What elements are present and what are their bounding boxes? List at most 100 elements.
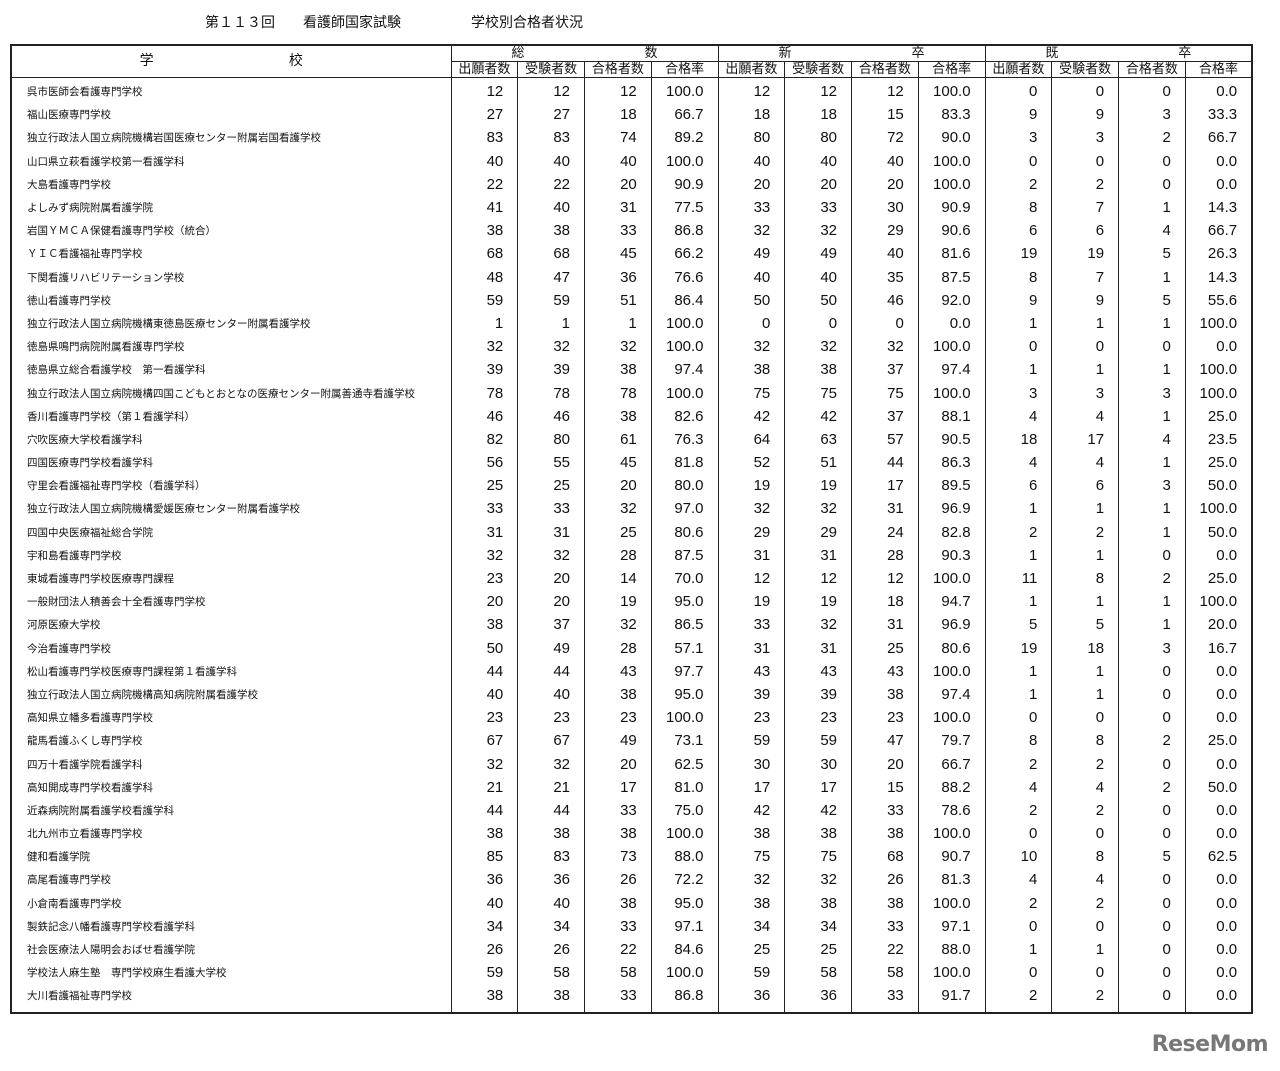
cell-pass-rate: 66.2 [650,242,719,266]
table-row: 山口県立萩看護学校第一看護学科 40 40 40 100.0 40 40 40 100.0 0 0 0… [10,149,1253,173]
cell-applicants: 75 [717,845,786,869]
cell-examinees: 6 [1051,474,1120,498]
cell-applicants: 12 [717,77,786,104]
school-name: 呉市医師会看護専門学校 [10,77,452,104]
cell-applicants: 85 [450,845,519,869]
cell-pass-rate: 100.0 [1184,497,1253,521]
cell-pass-rate: 90.6 [917,219,986,243]
cell-pass-rate: 97.1 [917,914,986,938]
school-name: 徳島県立総合看護学校 第一看護学科 [10,358,452,382]
cell-applicants: 32 [450,335,519,359]
group-label: 新 [778,46,792,61]
table-row: 北九州市立看護専門学校 38 38 38 100.0 38 38 38 100.0 0 0 0 0.0 [10,822,1253,846]
cell-passers: 74 [584,126,652,150]
cell-examinees: 58 [784,961,853,985]
cell-applicants: 32 [717,868,786,892]
cell-applicants: 0 [984,335,1053,359]
cell-passers: 3 [1118,103,1186,127]
cell-applicants: 19 [984,636,1053,660]
cell-pass-rate: 95.0 [650,682,719,707]
cell-applicants: 4 [984,775,1053,799]
table-row: 呉市医師会看護専門学校 12 12 12 100.0 12 12 12 100.0 0 0 0 0.0 [10,77,1253,104]
cell-pass-rate: 100.0 [1184,311,1253,336]
cell-applicants: 4 [984,868,1053,892]
cell-pass-rate: 0.0 [1184,868,1253,892]
cell-examinees: 50 [784,288,853,312]
cell-passers: 37 [851,404,919,428]
cell-passers: 17 [851,474,919,498]
cell-passers: 22 [851,937,919,962]
cell-passers: 23 [584,706,652,730]
school-name: 大川看護福祉専門学校 [10,984,452,1013]
cell-passers: 1 [1118,195,1186,220]
cell-passers: 12 [584,77,652,104]
cell-pass-rate: 0.0 [1184,77,1253,104]
cell-passers: 40 [584,149,652,173]
cell-applicants: 68 [450,242,519,266]
cell-applicants: 0 [717,311,786,336]
cell-applicants: 2 [984,891,1053,915]
cell-examinees: 40 [517,149,585,173]
cell-passers: 0 [1118,798,1186,822]
cell-pass-rate: 100.0 [917,891,986,915]
cell-passers: 38 [584,358,652,382]
cell-applicants: 56 [450,451,519,475]
cell-passers: 1 [1118,265,1186,289]
cell-applicants: 78 [450,381,519,405]
cell-examinees: 18 [1051,636,1120,660]
table-row: 独立行政法人国立病院機構高知病院附属看護学校 40 40 38 95.0 39 39 38 97… [10,682,1253,707]
cell-examinees: 12 [784,77,853,104]
cell-applicants: 67 [450,729,519,753]
cell-examinees: 46 [517,404,585,428]
cell-passers: 14 [584,566,652,591]
group-label: 数 [644,46,658,61]
cell-pass-rate: 91.7 [917,984,986,1013]
cell-examinees: 42 [784,404,853,428]
cell-examinees: 34 [784,914,853,938]
cell-applicants: 31 [717,543,786,567]
cell-passers: 18 [851,590,919,614]
cell-applicants: 36 [717,984,786,1013]
school-name: 独立行政法人国立病院機構四国こどもとおとなの医療センター附属善通寺看護学校 [10,381,452,405]
cell-examinees: 83 [517,845,585,869]
table-row: 独立行政法人国立病院機構四国こどもとおとなの医療センター附属善通寺看護学校 78 7… [10,381,1253,405]
school-name: 小倉南看護専門学校 [10,891,452,915]
cell-applicants: 8 [984,265,1053,289]
cell-applicants: 27 [450,103,519,127]
cell-passers: 0 [1118,77,1186,104]
cell-examinees: 2 [1051,752,1120,776]
cell-pass-rate: 0.0 [1184,752,1253,776]
cell-passers: 73 [584,845,652,869]
exam-name: 看護師国家試験 [303,15,401,31]
table-row: 製鉄記念八幡看護専門学校看護学科 34 34 33 97.1 34 34 33 97.1 0 0 0 0… [10,914,1253,938]
cell-pass-rate: 96.9 [917,497,986,521]
cell-passers: 40 [851,242,919,266]
cell-pass-rate: 80.6 [917,636,986,660]
cell-pass-rate: 92.0 [917,288,986,312]
cell-examinees: 9 [1051,103,1120,127]
cell-examinees: 5 [1051,613,1120,637]
cell-pass-rate: 70.0 [650,566,719,591]
cell-passers: 38 [851,891,919,915]
cell-applicants: 40 [450,682,519,707]
column-header-pass-rate: 合格率 [1184,61,1253,78]
table-row: ＹＩＣ看護福祉専門学校 68 68 45 66.2 49 49 40 81.6 19 19 5 26.3 [10,242,1253,266]
table-row: 小倉南看護専門学校 40 40 38 95.0 38 38 38 100.0 2 2 0 0.0 [10,891,1253,915]
cell-pass-rate: 100.0 [650,822,719,846]
cell-passers: 33 [584,984,652,1013]
cell-passers: 30 [851,195,919,220]
school-name: 今治看護専門学校 [10,636,452,660]
cell-passers: 68 [851,845,919,869]
cell-pass-rate: 100.0 [650,706,719,730]
cell-examinees: 37 [517,613,585,637]
cell-applicants: 18 [717,103,786,127]
cell-applicants: 25 [450,474,519,498]
group-label: 卒 [1178,46,1192,61]
cell-applicants: 32 [450,543,519,567]
cell-passers: 2 [1118,126,1186,150]
cell-examinees: 7 [1051,265,1120,289]
cell-applicants: 8 [984,729,1053,753]
school-name: 下関看護リハビリテーション学校 [10,265,452,289]
school-name: 独立行政法人国立病院機構高知病院附属看護学校 [10,682,452,707]
cell-examinees: 32 [784,613,853,637]
